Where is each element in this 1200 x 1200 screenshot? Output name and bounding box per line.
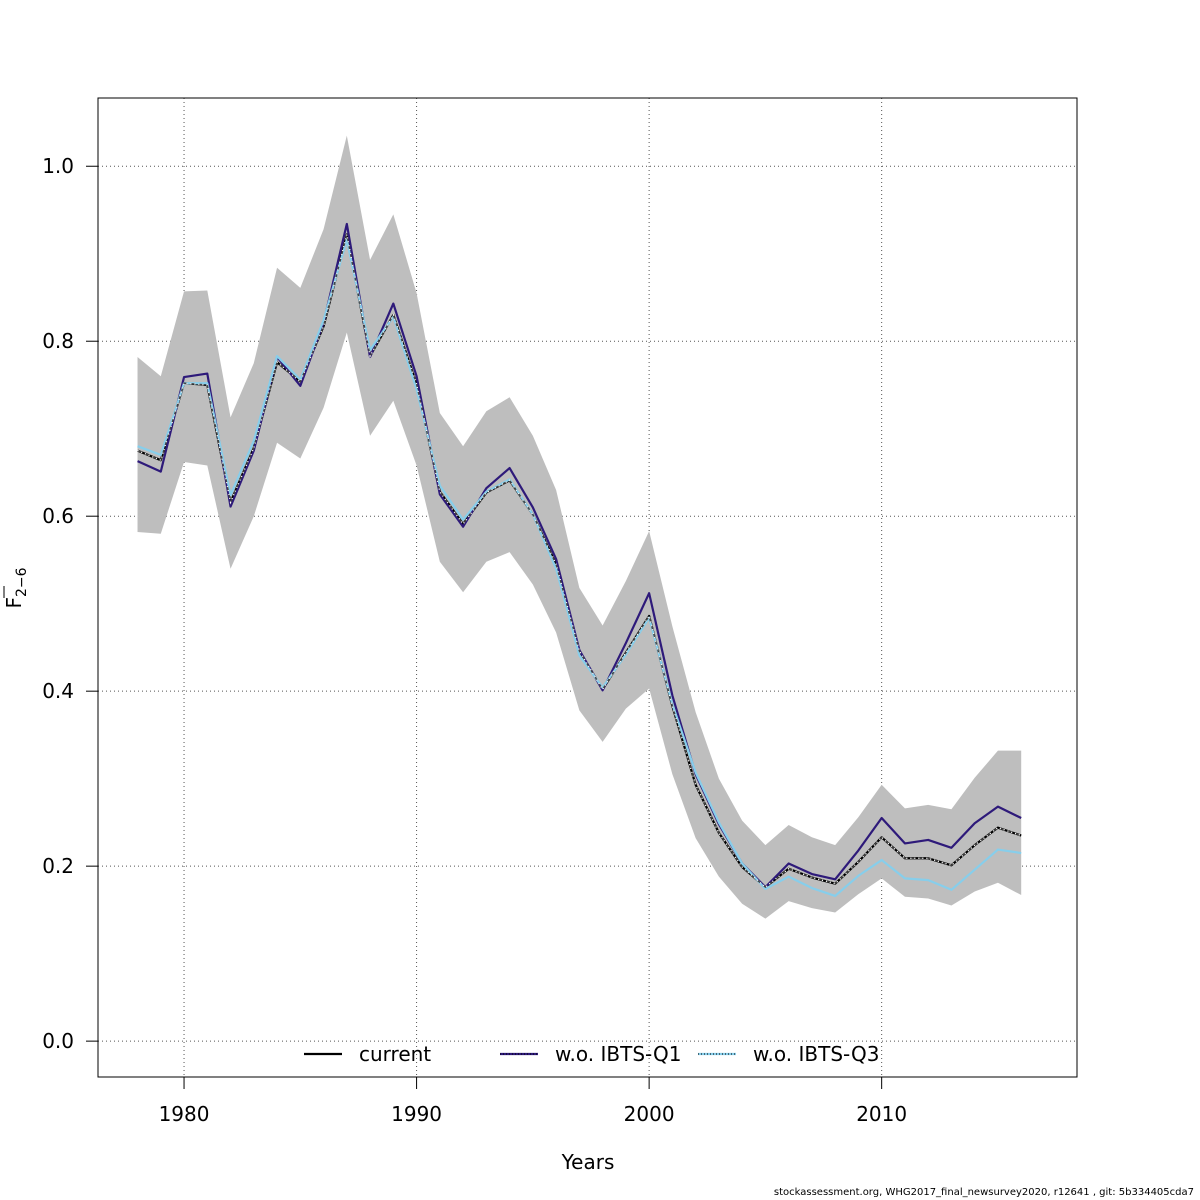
- confidence-band: [137, 135, 1022, 919]
- x-tick-label-1980: 1980: [159, 1102, 210, 1126]
- plot-frame: [97, 97, 1078, 1078]
- y-tick-label-0.8: 0.8: [42, 329, 74, 353]
- y-axis-title-sub: 2−6: [14, 567, 30, 597]
- legend: current w.o. IBTS-Q1 w.o. IBTS-Q3: [304, 1042, 879, 1066]
- x-axis: 1980 1990 2000 2010: [159, 1076, 907, 1126]
- y-tick-label-0.4: 0.4: [42, 679, 74, 703]
- grid-lines: [98, 98, 1077, 1077]
- y-tick-label-0.0: 0.0: [42, 1029, 74, 1053]
- y-axis-title-main: F: [2, 597, 26, 609]
- y-axis: 0.0 0.2 0.4 0.6 0.8 1.0: [42, 154, 99, 1053]
- x-tick-label-1990: 1990: [391, 1102, 442, 1126]
- legend-label-2: w.o. IBTS-Q3: [753, 1042, 879, 1066]
- svg-text:F2−6: F2−6: [2, 567, 30, 608]
- y-tick-label-1.0: 1.0: [42, 154, 74, 178]
- series-overlay-0: [137, 234, 1022, 889]
- legend-label-0: current: [359, 1042, 431, 1066]
- series-lines: [137, 222, 1022, 897]
- y-tick-label-0.2: 0.2: [42, 854, 74, 878]
- x-tick-label-2000: 2000: [624, 1102, 675, 1126]
- legend-label-1: w.o. IBTS-Q1: [555, 1042, 681, 1066]
- series-line-w-o-ibts-q3: [137, 238, 1022, 897]
- y-tick-label-0.6: 0.6: [42, 504, 74, 528]
- x-tick-label-2010: 2010: [856, 1102, 907, 1126]
- footer-credit: stockassessment.org, WHG2017_final_newsu…: [773, 1187, 1194, 1198]
- x-axis-title: Years: [561, 1150, 615, 1174]
- y-axis-title: F2−6: [2, 567, 30, 608]
- confidence-band-area: [137, 135, 1022, 919]
